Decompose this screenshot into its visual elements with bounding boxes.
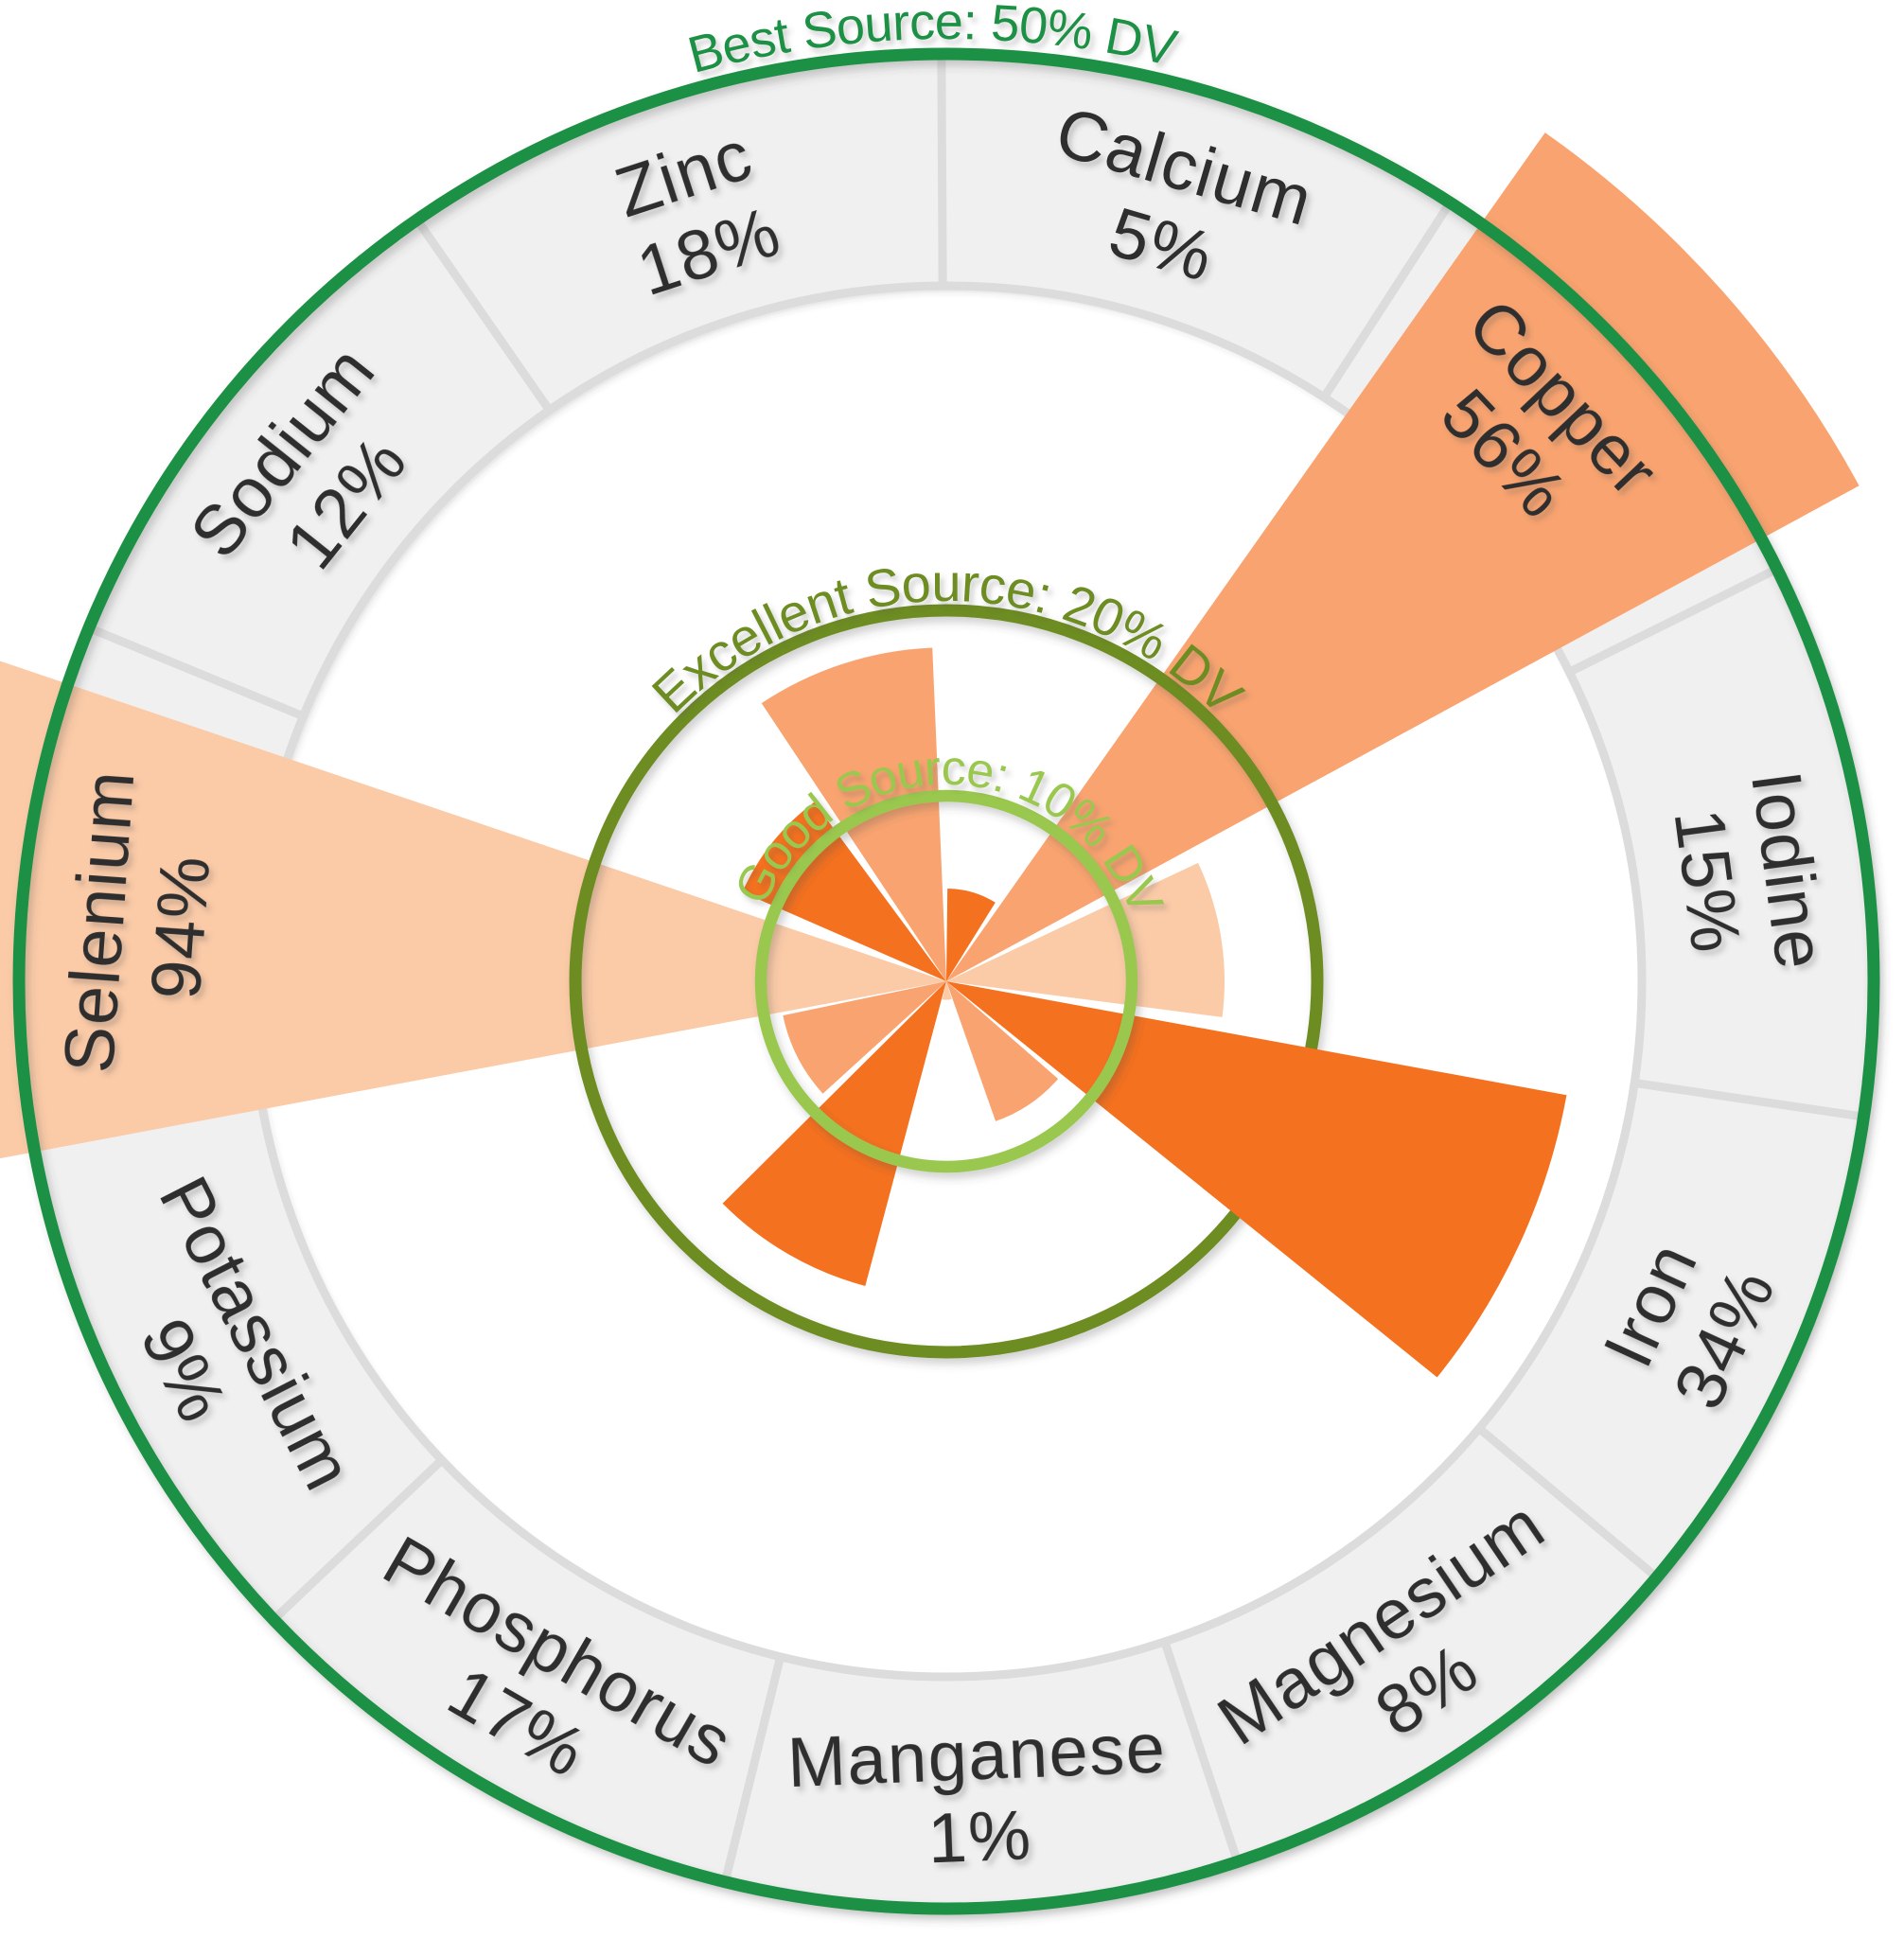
- svg-text:o: o: [834, 0, 868, 56]
- svg-text:Manganese1%: Manganese1%: [786, 1709, 1172, 1884]
- svg-text:o: o: [899, 553, 933, 614]
- svg-text:c: c: [941, 741, 967, 797]
- svg-text:r: r: [960, 553, 980, 613]
- svg-text:%: %: [1044, 0, 1096, 61]
- svg-text:S: S: [799, 0, 840, 61]
- svg-text::: :: [962, 0, 978, 50]
- svg-text:c: c: [908, 0, 935, 51]
- svg-text:u: u: [931, 553, 961, 612]
- svg-text:u: u: [862, 0, 894, 54]
- svg-text:r: r: [923, 741, 943, 797]
- svg-text:0: 0: [1017, 0, 1050, 55]
- svg-text:5: 5: [990, 0, 1022, 53]
- svg-text:r: r: [891, 0, 911, 52]
- svg-text:e: e: [935, 0, 963, 50]
